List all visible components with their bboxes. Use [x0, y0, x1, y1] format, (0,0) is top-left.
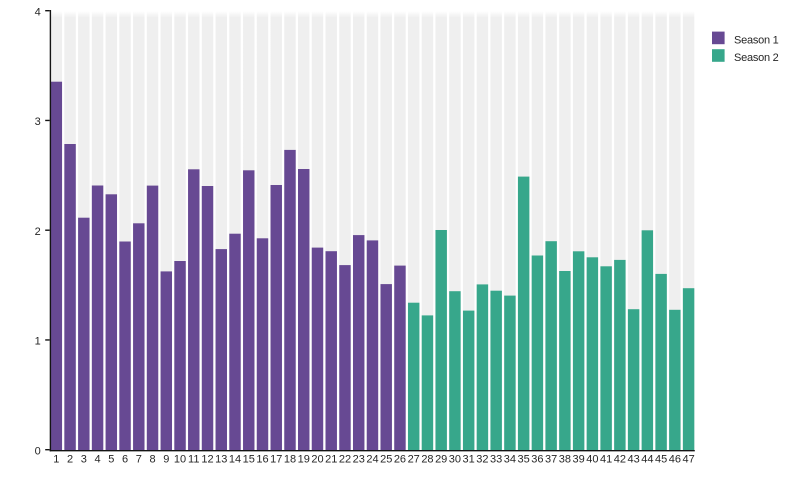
svg-text:Season 1: Season 1 [734, 35, 779, 47]
svg-text:6: 6 [122, 453, 128, 465]
svg-text:28: 28 [421, 453, 433, 465]
svg-text:8: 8 [149, 453, 155, 465]
svg-text:10: 10 [174, 453, 186, 465]
svg-text:16: 16 [256, 453, 268, 465]
svg-text:17: 17 [270, 453, 282, 465]
svg-text:39: 39 [573, 453, 585, 465]
svg-text:44: 44 [641, 453, 653, 465]
svg-text:24: 24 [366, 453, 378, 465]
svg-text:32: 32 [476, 453, 488, 465]
svg-text:2: 2 [67, 453, 73, 465]
svg-text:0: 0 [35, 445, 41, 457]
svg-text:5: 5 [108, 453, 114, 465]
svg-text:38: 38 [559, 453, 571, 465]
svg-text:9: 9 [163, 453, 169, 465]
svg-text:47: 47 [682, 453, 694, 465]
svg-text:36: 36 [531, 453, 543, 465]
svg-text:12: 12 [201, 453, 213, 465]
svg-text:22: 22 [339, 453, 351, 465]
svg-text:18: 18 [284, 453, 296, 465]
svg-text:3: 3 [81, 453, 87, 465]
svg-text:1: 1 [53, 453, 59, 465]
svg-text:4: 4 [35, 6, 41, 18]
svg-text:14: 14 [229, 453, 241, 465]
svg-text:13: 13 [215, 453, 227, 465]
svg-text:40: 40 [586, 453, 598, 465]
svg-text:43: 43 [627, 453, 639, 465]
svg-text:2: 2 [35, 226, 41, 238]
svg-text:23: 23 [353, 453, 365, 465]
svg-text:Season 2: Season 2 [734, 52, 779, 64]
svg-text:37: 37 [545, 453, 557, 465]
svg-text:29: 29 [435, 453, 447, 465]
svg-text:45: 45 [655, 453, 667, 465]
svg-text:7: 7 [136, 453, 142, 465]
svg-text:3: 3 [35, 116, 41, 128]
svg-text:46: 46 [669, 453, 681, 465]
svg-text:33: 33 [490, 453, 502, 465]
svg-text:30: 30 [449, 453, 461, 465]
svg-text:26: 26 [394, 453, 406, 465]
svg-text:19: 19 [298, 453, 310, 465]
svg-text:41: 41 [600, 453, 612, 465]
svg-text:4: 4 [94, 453, 100, 465]
svg-text:11: 11 [188, 453, 199, 465]
svg-text:42: 42 [614, 453, 626, 465]
svg-text:34: 34 [504, 453, 516, 465]
svg-text:27: 27 [408, 453, 420, 465]
svg-text:21: 21 [325, 453, 337, 465]
svg-text:35: 35 [518, 453, 530, 465]
svg-text:25: 25 [380, 453, 392, 465]
svg-text:20: 20 [311, 453, 323, 465]
svg-text:15: 15 [243, 453, 255, 465]
svg-text:1: 1 [35, 336, 41, 348]
svg-text:31: 31 [463, 453, 475, 465]
